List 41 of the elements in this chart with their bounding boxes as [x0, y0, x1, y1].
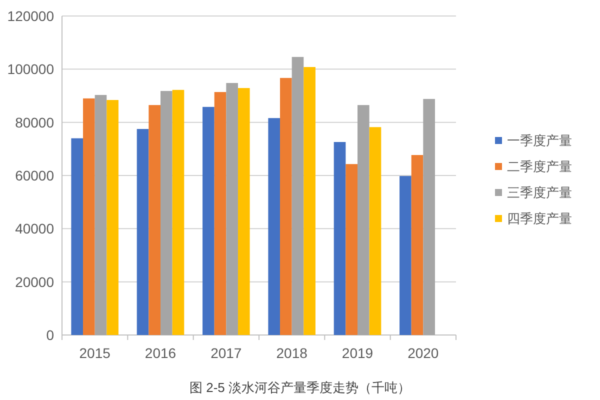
y-tick-label: 20000: [15, 274, 54, 290]
y-tick-label: 100000: [7, 61, 54, 78]
x-tick-label: 2015: [79, 345, 111, 361]
bar: [280, 78, 292, 335]
legend-label: 四季度产量: [507, 211, 572, 226]
bar: [423, 98, 435, 335]
bar: [268, 118, 280, 335]
x-tick-label: 2017: [210, 345, 242, 361]
y-tick-label: 120000: [7, 8, 54, 24]
y-tick-label: 80000: [15, 114, 54, 130]
y-tick-label: 40000: [15, 220, 54, 237]
y-tick-label: 0: [46, 327, 54, 343]
y-tick-label: 60000: [15, 168, 54, 184]
bar: [83, 98, 95, 335]
bar: [346, 164, 358, 335]
x-tick-label: 2016: [144, 345, 176, 361]
bar: [304, 67, 316, 335]
bar: [172, 90, 184, 335]
bar: [400, 176, 412, 335]
bar: [292, 56, 304, 335]
bar: [148, 105, 160, 335]
bar: [214, 92, 226, 335]
bar: [160, 90, 172, 335]
legend-label: 三季度产量: [507, 185, 572, 200]
caption: 图 2-5 淡水河谷产量季度走势（千吨）: [189, 380, 411, 395]
bar: [226, 82, 238, 335]
x-tick-label: 2019: [342, 345, 374, 361]
x-tick-label: 2018: [276, 345, 308, 361]
legend-label: 一季度产量: [507, 133, 572, 148]
bar: [136, 128, 149, 335]
bar: [94, 94, 107, 335]
bar: [369, 127, 382, 335]
legend-label: 二季度产量: [507, 159, 572, 174]
bar: [358, 105, 370, 335]
bar: [71, 138, 84, 335]
bar: [106, 100, 118, 335]
x-tick-label: 2020: [408, 345, 439, 361]
bar: [238, 88, 250, 335]
bar: [334, 142, 346, 335]
bar: [202, 106, 214, 335]
bar: [411, 155, 424, 335]
